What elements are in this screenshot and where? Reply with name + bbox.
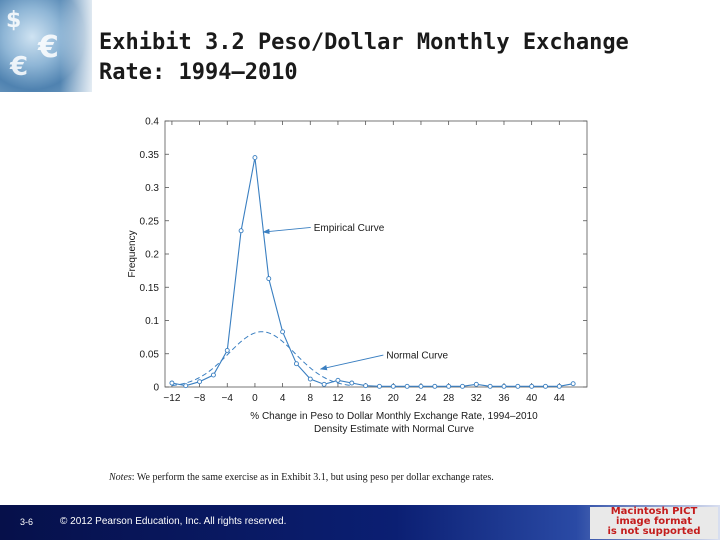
y-tick-label: 0.1 xyxy=(145,316,159,327)
pict-unsupported-notice: Macintosh PICT image format is not suppo… xyxy=(590,507,718,539)
slide-title: Exhibit 3.2 Peso/Dollar Monthly Exchange… xyxy=(99,30,629,85)
empirical-point xyxy=(349,380,355,386)
empirical-point xyxy=(460,383,465,389)
empirical-point xyxy=(363,383,369,389)
empirical-point xyxy=(556,383,562,389)
empirical-point xyxy=(529,383,535,389)
empirical-point xyxy=(197,379,203,385)
empirical-curve-arrow xyxy=(262,226,311,235)
currency-symbol-icon: € xyxy=(10,52,29,82)
empirical-point xyxy=(321,381,327,387)
empirical-point xyxy=(570,381,576,387)
empirical-point xyxy=(487,383,493,389)
empirical-point xyxy=(377,383,382,389)
empirical-curve-line xyxy=(171,157,574,387)
x-tick-label: 12 xyxy=(332,393,344,404)
normal-curve-annotation: Normal Curve xyxy=(386,351,448,362)
normal-curve-arrow xyxy=(319,354,384,371)
empirical-point xyxy=(473,381,479,387)
currency-symbol-icon: $ xyxy=(6,8,22,33)
x-tick-label: −8 xyxy=(194,393,206,404)
normal-curve-line xyxy=(171,331,352,387)
empirical-point xyxy=(238,228,244,234)
empirical-point xyxy=(169,380,175,386)
x-tick-label: 4 xyxy=(280,393,286,404)
y-tick-label: 0.25 xyxy=(140,216,160,227)
x-tick-label: 32 xyxy=(471,393,483,404)
y-axis-label: Frequency xyxy=(127,230,138,277)
empirical-point xyxy=(404,383,410,389)
x-tick-label: 24 xyxy=(415,393,427,404)
pict-line-2: image format xyxy=(615,516,693,527)
exchange-rate-chart: 0 0.05 0.1 0.15 0.2 0.25 0.3 0.35 0.4 −12 −8 −4 0 4 8 1… xyxy=(127,117,588,435)
pict-line-1: Macintosh PICT xyxy=(610,506,698,517)
chart-notes: Notes: We perform the same exercise as i… xyxy=(109,472,629,483)
x-tick-label: 0 xyxy=(252,393,258,404)
empirical-point xyxy=(390,383,396,389)
x-tick-label: 8 xyxy=(307,393,313,404)
x-tick-label: 40 xyxy=(526,393,538,404)
x-axis-sublabel: Density Estimate with Normal Curve xyxy=(314,424,474,435)
empirical-point xyxy=(501,383,507,389)
empirical-point xyxy=(224,347,230,353)
y-tick-label: 0.3 xyxy=(145,183,159,194)
empirical-curve-annotation: Empirical Curve xyxy=(314,223,385,234)
empirical-point xyxy=(183,383,189,389)
y-tick-label: 0 xyxy=(153,383,159,394)
notes-text: : We perform the same exercise as in Exh… xyxy=(131,472,494,483)
x-axis-label: % Change in Peso to Dollar Monthly Excha… xyxy=(250,411,538,422)
y-tick-label: 0.05 xyxy=(140,349,160,360)
x-tick-label: 36 xyxy=(498,393,510,404)
y-tick-label: 0.35 xyxy=(140,150,160,161)
empirical-point xyxy=(335,377,341,383)
empirical-point xyxy=(446,383,452,389)
empirical-point xyxy=(418,383,424,389)
slide-number: 3-6 xyxy=(20,517,34,527)
x-tick-label: 20 xyxy=(388,393,400,404)
x-tick-label: −4 xyxy=(222,393,234,404)
empirical-point xyxy=(266,276,272,282)
empirical-point xyxy=(280,329,286,335)
empirical-point xyxy=(515,383,521,389)
empirical-point xyxy=(432,383,438,389)
x-tick-label: −12 xyxy=(163,393,180,404)
empirical-point xyxy=(252,155,258,161)
corner-fade xyxy=(60,0,100,100)
notes-label: Notes xyxy=(109,472,132,483)
x-tick-label: 44 xyxy=(554,393,566,404)
x-tick-label: 16 xyxy=(360,393,372,404)
empirical-point xyxy=(543,383,548,389)
y-tick-label: 0.4 xyxy=(145,117,159,128)
empirical-point xyxy=(210,372,216,378)
x-tick-label: 28 xyxy=(443,393,455,404)
copyright-text: © 2012 Pearson Education, Inc. All right… xyxy=(60,516,287,527)
empirical-point xyxy=(307,376,313,382)
euro-symbol-icon: € xyxy=(38,30,59,65)
y-tick-label: 0.15 xyxy=(140,283,160,294)
empirical-point xyxy=(293,361,299,367)
y-tick-label: 0.2 xyxy=(145,250,159,261)
pict-line-3: is not supported xyxy=(607,526,701,537)
plot-frame xyxy=(164,120,588,388)
